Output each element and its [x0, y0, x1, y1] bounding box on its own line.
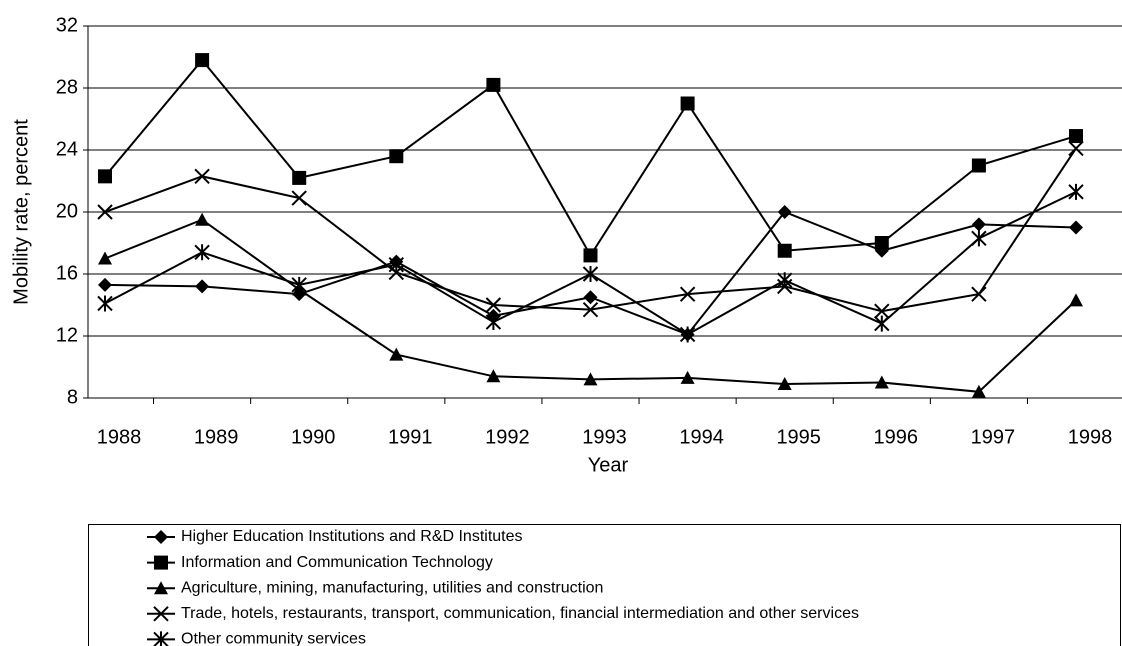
marker — [194, 244, 210, 261]
marker — [582, 266, 599, 282]
x-tick-label: 1988 — [97, 426, 142, 448]
marker — [292, 170, 307, 185]
marker — [98, 251, 112, 265]
marker — [971, 384, 986, 398]
x-tick-label: 1990 — [291, 426, 336, 448]
x-tick-label: 1998 — [1068, 426, 1113, 448]
marker — [97, 295, 113, 312]
x-tick-label: 1993 — [582, 426, 627, 448]
marker — [971, 230, 987, 247]
marker — [98, 169, 112, 184]
legend-box — [88, 524, 1121, 646]
marker — [1068, 183, 1084, 200]
marker — [680, 370, 695, 384]
marker — [154, 530, 168, 544]
marker — [679, 326, 696, 343]
marker — [97, 204, 113, 220]
marker — [195, 279, 210, 294]
marker — [777, 205, 792, 219]
marker — [1069, 293, 1083, 307]
marker — [679, 286, 696, 302]
y-tick-label: 32 — [56, 14, 78, 36]
marker — [777, 243, 792, 258]
marker — [583, 248, 598, 263]
series-line — [104, 58, 1077, 258]
marker — [583, 290, 598, 305]
legend-label: Higher Education Institutions and R&D In… — [181, 528, 523, 545]
marker — [195, 212, 210, 226]
y-tick-label: 20 — [56, 200, 78, 222]
legend-label: Information and Communication Technology — [181, 554, 493, 571]
y-tick-label: 12 — [56, 324, 78, 346]
x-axis-title: Year — [588, 454, 629, 476]
marker — [874, 303, 890, 319]
marker — [195, 53, 210, 68]
marker — [194, 168, 210, 185]
marker — [389, 347, 404, 361]
series-line — [104, 218, 1077, 393]
marker — [291, 190, 307, 206]
marker — [971, 286, 987, 302]
marker — [153, 631, 169, 646]
marker — [1068, 140, 1084, 157]
marker — [776, 272, 793, 289]
marker — [971, 217, 986, 232]
y-tick-label: 28 — [56, 76, 78, 98]
series-line — [104, 147, 1077, 313]
marker — [153, 606, 169, 622]
marker — [389, 149, 404, 164]
marker — [874, 236, 889, 250]
marker — [154, 581, 168, 595]
x-tick-label: 1994 — [679, 426, 724, 448]
marker — [1069, 129, 1083, 144]
x-tick-label: 1992 — [485, 426, 530, 448]
y-tick-label: 16 — [56, 262, 78, 284]
marker — [1069, 220, 1083, 235]
marker — [388, 256, 405, 273]
y-tick-label: 24 — [56, 138, 78, 160]
marker — [154, 555, 168, 570]
series-line — [104, 190, 1077, 336]
marker — [874, 375, 889, 389]
marker — [777, 377, 792, 391]
y-tick-label: 8 — [67, 386, 78, 408]
legend-label: Trade, hotels, restaurants, transport, c… — [181, 605, 859, 622]
marker — [486, 77, 501, 92]
x-tick-label: 1995 — [776, 426, 821, 448]
marker — [583, 372, 598, 386]
marker — [874, 315, 890, 332]
legend-label: Other community services — [181, 631, 366, 646]
marker — [485, 314, 502, 331]
marker — [680, 96, 695, 111]
marker — [98, 277, 112, 292]
x-tick-label: 1996 — [874, 426, 919, 448]
y-axis-title: Mobility rate, percent — [10, 119, 32, 305]
marker — [485, 297, 502, 313]
marker — [291, 276, 307, 293]
legend-label: Agriculture, mining, manufacturing, util… — [181, 579, 603, 596]
marker — [486, 369, 501, 383]
x-tick-label: 1997 — [971, 426, 1016, 448]
x-tick-label: 1989 — [194, 426, 239, 448]
marker — [971, 158, 986, 173]
x-tick-label: 1991 — [388, 426, 433, 448]
marker — [582, 301, 599, 318]
